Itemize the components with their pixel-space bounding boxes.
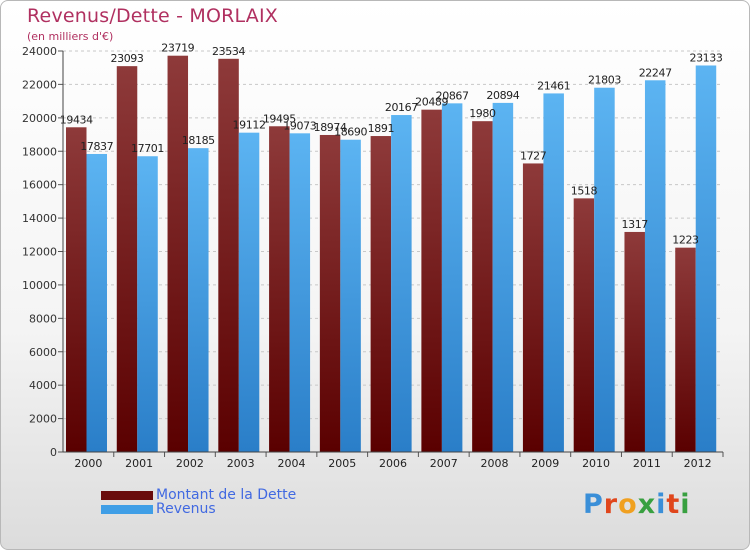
data-label-revenus: 23133 xyxy=(689,51,722,64)
y-tick-label: 8000 xyxy=(29,312,57,325)
logo-letter: x xyxy=(637,489,657,520)
logo-letter: t xyxy=(666,489,681,520)
legend-label-dette: Montant de la Dette xyxy=(156,487,297,503)
bar-revenus xyxy=(594,87,615,453)
bar-dette xyxy=(167,55,189,453)
x-tick-label: 2002 xyxy=(176,457,204,470)
data-label-dette: 1223 xyxy=(672,234,699,247)
legend-swatch-dette xyxy=(101,491,153,500)
y-tick-label: 2000 xyxy=(29,413,57,426)
logo-letter: r xyxy=(603,489,619,520)
data-label-dette: 18974 xyxy=(314,121,347,134)
data-label-revenus: 18185 xyxy=(182,134,215,147)
data-label-dette: 23093 xyxy=(111,52,144,65)
data-label-dette: 23534 xyxy=(212,45,245,58)
x-tick-label: 2003 xyxy=(227,457,255,470)
legend-label-revenus: Revenus xyxy=(156,501,216,517)
logo-letter: i xyxy=(656,489,667,520)
data-label-revenus: 22247 xyxy=(639,66,672,79)
bar-dette xyxy=(116,66,138,453)
x-tick-label: 2001 xyxy=(125,457,153,470)
bar-dette xyxy=(624,231,645,452)
bar-revenus xyxy=(543,93,564,452)
data-label-revenus: 19073 xyxy=(283,119,316,132)
x-tick-label: 2007 xyxy=(430,457,458,470)
chart-subtitle: (en milliers d'€) xyxy=(27,30,114,43)
y-tick-label: 12000 xyxy=(22,246,57,259)
logo-letter: o xyxy=(618,489,638,520)
bar-revenus xyxy=(188,148,209,453)
data-label-dette: 1518 xyxy=(571,184,598,197)
data-label-revenus: 21461 xyxy=(537,79,570,92)
bar-revenus xyxy=(289,133,311,452)
data-label-dette: 1980 xyxy=(469,107,496,120)
x-tick-label: 2006 xyxy=(379,457,407,470)
bar-dette xyxy=(573,198,595,452)
bar-dette xyxy=(66,127,87,452)
bar-dette xyxy=(522,163,544,452)
bar-dette xyxy=(472,121,493,453)
x-tick-label: 2004 xyxy=(277,457,305,470)
x-tick-label: 2005 xyxy=(328,457,356,470)
bar-revenus xyxy=(695,65,717,453)
bar-dette xyxy=(370,136,392,452)
bar-dette xyxy=(319,134,341,453)
data-label-dette: 1891 xyxy=(368,122,394,135)
data-label-revenus: 21803 xyxy=(588,74,621,87)
proxiti-logo: Proxiti xyxy=(583,489,691,520)
bar-revenus xyxy=(86,153,107,453)
bar-revenus xyxy=(644,80,666,453)
y-tick-label: 10000 xyxy=(22,279,57,292)
y-tick-label: 16000 xyxy=(22,179,57,192)
y-tick-label: 22000 xyxy=(22,78,57,91)
data-label-revenus: 17701 xyxy=(131,142,164,155)
data-label-dette: 1317 xyxy=(622,218,649,231)
y-tick-label: 6000 xyxy=(29,346,57,359)
data-label-dette: 1727 xyxy=(520,149,547,162)
bar-dette xyxy=(675,247,696,452)
x-tick-label: 2008 xyxy=(481,457,509,470)
bar-dette xyxy=(269,126,290,452)
y-tick-label: 4000 xyxy=(29,379,57,392)
y-tick-label: 20000 xyxy=(22,112,57,125)
y-tick-label: 24000 xyxy=(22,45,57,58)
legend-swatch-revenus xyxy=(101,505,153,514)
data-label-revenus: 18690 xyxy=(334,126,367,139)
bar-revenus xyxy=(340,139,361,452)
data-label-revenus: 20867 xyxy=(436,89,469,102)
bar-revenus xyxy=(391,115,412,453)
x-tick-label: 2011 xyxy=(633,457,661,470)
x-tick-label: 2012 xyxy=(684,457,712,470)
data-label-dette: 23719 xyxy=(161,42,194,55)
y-tick-label: 14000 xyxy=(22,212,57,225)
x-tick-label: 2000 xyxy=(74,457,102,470)
x-tick-label: 2010 xyxy=(582,457,610,470)
data-label-dette: 20489 xyxy=(415,96,448,109)
data-label-revenus: 20167 xyxy=(385,101,418,114)
bar-dette xyxy=(218,58,239,453)
data-label-dette: 19495 xyxy=(263,112,296,125)
data-label-revenus: 19112 xyxy=(233,119,266,132)
bar-dette xyxy=(421,109,442,452)
y-tick-label: 0 xyxy=(50,446,57,459)
bar-revenus xyxy=(238,132,260,452)
y-tick-label: 18000 xyxy=(22,145,57,158)
chart-title: Revenus/Dette - MORLAIX xyxy=(27,5,278,27)
bar-revenus xyxy=(137,156,158,452)
bar-revenus xyxy=(441,103,463,453)
bar-revenus xyxy=(492,102,514,452)
x-tick-label: 2009 xyxy=(531,457,559,470)
logo-letter: P xyxy=(583,489,604,520)
data-label-revenus: 20894 xyxy=(486,89,519,102)
data-label-dette: 19434 xyxy=(60,113,93,126)
logo-letter: i xyxy=(680,489,691,520)
data-label-revenus: 17837 xyxy=(80,140,113,153)
